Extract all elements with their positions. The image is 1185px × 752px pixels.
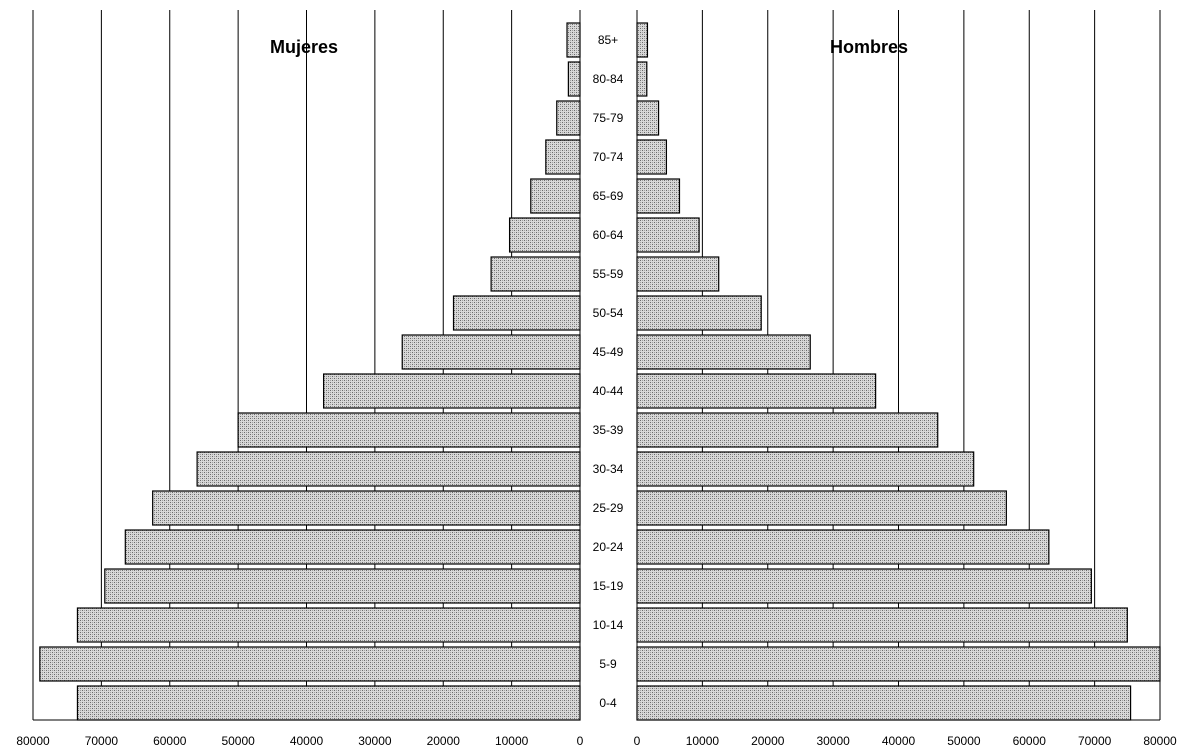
right-panel-bars [636, 22, 1161, 721]
bar-hombres-30-34 [636, 451, 975, 487]
bar-hombres-15-19 [636, 568, 1092, 604]
left-tick-label: 50000 [221, 734, 255, 748]
left-tick-label: 30000 [358, 734, 392, 748]
bar-hombres-45-49 [636, 334, 811, 370]
age-label: 0-4 [599, 696, 617, 710]
bar-mujeres-75-79 [556, 100, 581, 136]
age-label: 70-74 [593, 150, 624, 164]
left-tick-label: 0 [577, 734, 584, 748]
bar-hombres-80-84 [636, 61, 648, 97]
bar-mujeres-80-84 [567, 61, 581, 97]
bar-hombres-20-24 [636, 529, 1050, 565]
left-axis-ticks: 0 10000 20000 30000 40000 50000 60000 70000 8000… [16, 719, 584, 748]
left-tick-label: 60000 [153, 734, 187, 748]
bar-mujeres-10-14 [76, 607, 581, 643]
bar-mujeres-5-9 [39, 646, 581, 682]
bar-hombres-50-54 [636, 295, 762, 331]
bar-mujeres-35-39 [237, 412, 581, 448]
right-axis-ticks: 0 10000 20000 30000 40000 50000 60000 70000 8000… [634, 719, 1177, 748]
age-label: 5-9 [599, 657, 617, 671]
age-label: 50-54 [593, 306, 624, 320]
bar-mujeres-70-74 [545, 139, 581, 175]
right-tick-label: 20000 [751, 734, 785, 748]
bar-hombres-5-9 [636, 646, 1161, 682]
bar-mujeres-15-19 [104, 568, 581, 604]
bar-hombres-75-79 [636, 100, 660, 136]
bar-hombres-65-69 [636, 178, 681, 214]
left-panel-bars [39, 22, 581, 721]
bar-hombres-0-4 [636, 685, 1132, 721]
age-label: 30-34 [593, 462, 624, 476]
bar-mujeres-45-49 [401, 334, 581, 370]
bar-hombres-60-64 [636, 217, 700, 253]
right-tick-label: 10000 [686, 734, 720, 748]
age-group-labels: 0-4 5-9 10-14 15-19 20-24 25-29 30-34 35-39 40-4… [593, 33, 624, 710]
left-tick-label: 70000 [85, 734, 119, 748]
age-label: 10-14 [593, 618, 624, 632]
bar-hombres-70-74 [636, 139, 668, 175]
bar-mujeres-20-24 [124, 529, 581, 565]
bar-mujeres-65-69 [530, 178, 581, 214]
bar-mujeres-0-4 [76, 685, 581, 721]
bar-hombres-40-44 [636, 373, 877, 409]
bar-mujeres-60-64 [508, 217, 581, 253]
bar-hombres-85+ [636, 22, 649, 58]
left-tick-label: 80000 [16, 734, 50, 748]
age-label: 35-39 [593, 423, 624, 437]
age-label: 65-69 [593, 189, 624, 203]
bar-hombres-55-59 [636, 256, 720, 292]
age-label: 40-44 [593, 384, 624, 398]
left-panel-title: Mujeres [270, 37, 338, 57]
right-tick-label: 50000 [947, 734, 981, 748]
bar-hombres-25-29 [636, 490, 1007, 526]
bar-mujeres-85+ [566, 22, 581, 58]
age-label: 25-29 [593, 501, 624, 515]
right-tick-label: 40000 [882, 734, 916, 748]
bar-hombres-10-14 [636, 607, 1128, 643]
bar-hombres-35-39 [636, 412, 939, 448]
age-label: 75-79 [593, 111, 624, 125]
age-label: 45-49 [593, 345, 624, 359]
right-tick-label: 70000 [1078, 734, 1112, 748]
left-tick-label: 10000 [495, 734, 529, 748]
right-panel-title: Hombres [830, 37, 908, 57]
bar-mujeres-55-59 [490, 256, 581, 292]
age-label: 55-59 [593, 267, 624, 281]
bar-mujeres-25-29 [152, 490, 581, 526]
right-tick-label: 0 [634, 734, 641, 748]
bar-mujeres-40-44 [322, 373, 581, 409]
age-label: 60-64 [593, 228, 624, 242]
left-tick-label: 40000 [290, 734, 324, 748]
bar-mujeres-30-34 [196, 451, 581, 487]
age-label: 80-84 [593, 72, 624, 86]
age-label: 85+ [598, 33, 618, 47]
right-tick-label: 60000 [1013, 734, 1047, 748]
bar-mujeres-50-54 [452, 295, 581, 331]
right-tick-label: 30000 [816, 734, 850, 748]
right-tick-label: 80000 [1143, 734, 1177, 748]
age-label: 15-19 [593, 579, 624, 593]
left-tick-label: 20000 [427, 734, 461, 748]
left-panel-gridlines [32, 10, 581, 720]
age-label: 20-24 [593, 540, 624, 554]
